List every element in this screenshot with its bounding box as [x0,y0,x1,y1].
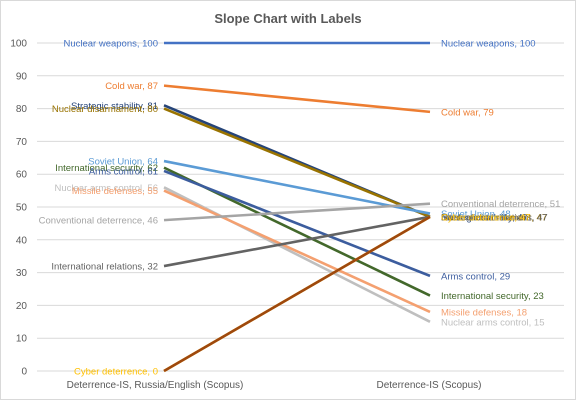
point-label-right: Cold war, 79 [441,107,494,118]
point-label-right: Cyber deterrence, 47 [441,212,530,223]
point-label-left: Cold war, 87 [105,81,158,92]
point-label-right: Missile defenses, 18 [441,307,527,318]
series-line [163,189,431,314]
series-lines [163,41,431,373]
point-label-left: Nuclear disarmament, 80 [52,104,158,115]
point-label-right: International security, 23 [441,291,544,302]
point-label-right: Nuclear arms control, 15 [441,317,544,328]
y-axis-ticks: 0 10 20 30 40 50 60 70 80 90 100 [10,39,27,378]
y-tick-label: 100 [10,39,27,50]
point-label-left: Conventional deterrence, 46 [39,216,158,227]
category-label-left: Deterrence-IS, Russia/English (Scopus) [67,380,244,391]
point-label-right: International relations, 47 [441,212,548,223]
point-label-left: Strategic stability, 81 [71,101,158,112]
y-tick-label: 70 [16,137,28,148]
point-label-right: Nuclear disarmament, 47 [441,212,547,223]
series-line [163,107,431,219]
chart-title: Slope Chart with Labels [214,11,361,26]
point-label-left: Cyber deterrence, 0 [74,367,158,378]
y-tick-label: 20 [16,301,28,312]
series-line [163,169,431,278]
y-tick-label: 40 [16,235,28,246]
point-label-right: Strategic stability, 47 [441,212,528,223]
point-label-left: International security, 62 [55,163,158,174]
y-tick-label: 80 [16,104,28,115]
y-tick-label: 30 [16,268,28,279]
y-tick-label: 50 [16,203,28,214]
series-line [163,202,431,222]
point-label-right: Conventional deterrence, 51 [441,199,560,210]
y-tick-label: 10 [16,334,28,345]
y-tick-label: 90 [16,71,28,82]
y-tick-label: 0 [21,367,27,378]
point-label-left: Missile defenses, 55 [72,186,158,197]
point-label-right: Arms control, 29 [441,271,510,282]
series-line [163,215,431,268]
series-line [163,215,431,373]
point-label-right: Nuclear weapons, 100 [441,39,536,50]
point-label-left: International relations, 32 [51,262,158,273]
y-tick-label: 60 [16,170,28,181]
point-labels: Nuclear weapons, 100 Nuclear weapons, 100… [39,39,561,378]
point-label-left: Nuclear weapons, 100 [63,39,158,50]
point-label-right: Soviet Union, 48 [441,209,511,220]
series-line [163,159,431,215]
point-label-left: Nuclear arms control, 56 [55,183,158,194]
point-label-left: Soviet Union, 64 [88,157,158,168]
category-label-right: Deterrence-IS (Scopus) [376,380,481,391]
point-label-left: Arms control, 61 [89,166,158,177]
series-line [163,84,431,114]
